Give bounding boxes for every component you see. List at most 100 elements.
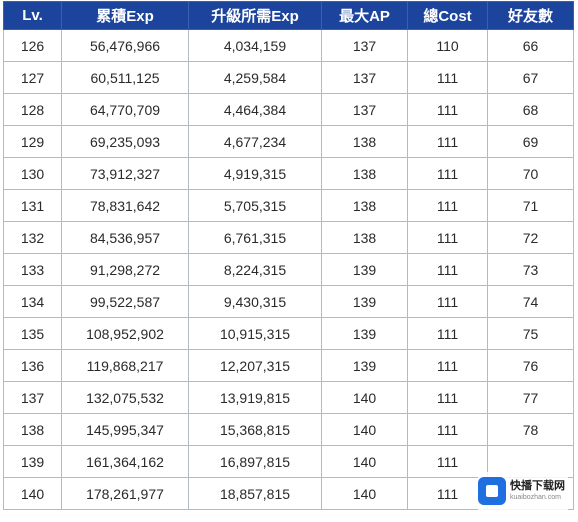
cell-total-cost: 111 — [407, 285, 488, 318]
header-total-exp: 累積Exp — [61, 1, 189, 30]
cell-total-exp: 119,868,217 — [61, 349, 189, 382]
cell-total-cost: 111 — [407, 189, 488, 222]
table-row: 135 108,952,902 10,915,315 139 111 75 — [3, 317, 574, 350]
cell-next-exp: 8,224,315 — [188, 253, 322, 286]
cell-friends: 66 — [487, 29, 574, 62]
cell-total-exp: 108,952,902 — [61, 317, 189, 350]
cell-friends: 73 — [487, 253, 574, 286]
cell-friends: 77 — [487, 381, 574, 414]
cell-total-exp: 64,770,709 — [61, 93, 189, 126]
cell-next-exp: 4,464,384 — [188, 93, 322, 126]
cell-max-ap: 137 — [321, 93, 408, 126]
header-total-cost: 總Cost — [407, 1, 488, 30]
header-friends: 好友數 — [487, 1, 574, 30]
table-row: 130 73,912,327 4,919,315 138 111 70 — [3, 157, 574, 190]
cell-level: 132 — [3, 221, 62, 254]
cell-max-ap: 138 — [321, 221, 408, 254]
cell-level: 136 — [3, 349, 62, 382]
cell-level: 138 — [3, 413, 62, 446]
cell-max-ap: 139 — [321, 285, 408, 318]
cell-level: 130 — [3, 157, 62, 190]
cell-level: 126 — [3, 29, 62, 62]
cell-level: 129 — [3, 125, 62, 158]
cell-max-ap: 139 — [321, 317, 408, 350]
cell-next-exp: 9,430,315 — [188, 285, 322, 318]
cell-total-exp: 145,995,347 — [61, 413, 189, 446]
cell-max-ap: 138 — [321, 125, 408, 158]
cell-max-ap: 140 — [321, 413, 408, 446]
cell-total-cost: 111 — [407, 221, 488, 254]
cell-total-cost: 111 — [407, 93, 488, 126]
cell-level: 140 — [3, 477, 62, 510]
watermark: 快播下载网 kuaibozhan.com — [478, 472, 568, 510]
cell-level: 134 — [3, 285, 62, 318]
watermark-subtitle: kuaibozhan.com — [510, 494, 561, 501]
cell-friends: 78 — [487, 413, 574, 446]
cell-max-ap: 138 — [321, 189, 408, 222]
cell-total-exp: 99,522,587 — [61, 285, 189, 318]
cell-total-cost: 111 — [407, 125, 488, 158]
cell-level: 133 — [3, 253, 62, 286]
cell-total-cost: 111 — [407, 253, 488, 286]
cell-friends: 68 — [487, 93, 574, 126]
cell-next-exp: 18,857,815 — [188, 477, 322, 510]
table-row: 133 91,298,272 8,224,315 139 111 73 — [3, 253, 574, 286]
cell-friends: 76 — [487, 349, 574, 382]
table-row: 134 99,522,587 9,430,315 139 111 74 — [3, 285, 574, 318]
header-max-ap: 最大AP — [321, 1, 408, 30]
cell-friends: 75 — [487, 317, 574, 350]
table-row: 129 69,235,093 4,677,234 138 111 69 — [3, 125, 574, 158]
table-header-row: Lv. 累積Exp 升級所需Exp 最大AP 總Cost 好友數 — [3, 1, 574, 30]
table-row: 131 78,831,642 5,705,315 138 111 71 — [3, 189, 574, 222]
cell-total-cost: 110 — [407, 29, 488, 62]
table-row: 139 161,364,162 16,897,815 140 111 — [3, 445, 574, 478]
watermark-title: 快播下载网 — [510, 480, 565, 492]
cell-max-ap: 139 — [321, 349, 408, 382]
cell-friends: 72 — [487, 221, 574, 254]
cell-level: 128 — [3, 93, 62, 126]
table-row: 138 145,995,347 15,368,815 140 111 78 — [3, 413, 574, 446]
cell-total-exp: 84,536,957 — [61, 221, 189, 254]
cell-total-exp: 161,364,162 — [61, 445, 189, 478]
cell-friends: 67 — [487, 61, 574, 94]
cell-level: 135 — [3, 317, 62, 350]
table-row: 128 64,770,709 4,464,384 137 111 68 — [3, 93, 574, 126]
cell-next-exp: 5,705,315 — [188, 189, 322, 222]
cell-friends: 70 — [487, 157, 574, 190]
cell-total-cost: 111 — [407, 477, 488, 510]
table-row: 136 119,868,217 12,207,315 139 111 76 — [3, 349, 574, 382]
cell-total-exp: 132,075,532 — [61, 381, 189, 414]
cell-total-cost: 111 — [407, 61, 488, 94]
cell-next-exp: 4,677,234 — [188, 125, 322, 158]
cell-total-cost: 111 — [407, 157, 488, 190]
cell-total-cost: 111 — [407, 381, 488, 414]
cell-max-ap: 137 — [321, 61, 408, 94]
cell-next-exp: 6,761,315 — [188, 221, 322, 254]
table-body: 126 56,476,966 4,034,159 137 110 66 127 60,511,… — [3, 29, 574, 510]
table-row: 127 60,511,125 4,259,584 137 111 67 — [3, 61, 574, 94]
table-row: 137 132,075,532 13,919,815 140 111 77 — [3, 381, 574, 414]
cell-max-ap: 140 — [321, 477, 408, 510]
cell-total-cost: 111 — [407, 349, 488, 382]
cell-total-exp: 56,476,966 — [61, 29, 189, 62]
cell-friends: 71 — [487, 189, 574, 222]
cell-next-exp: 16,897,815 — [188, 445, 322, 478]
watermark-logo-icon — [478, 477, 506, 505]
cell-level: 131 — [3, 189, 62, 222]
cell-next-exp: 4,034,159 — [188, 29, 322, 62]
cell-next-exp: 12,207,315 — [188, 349, 322, 382]
level-exp-table: Lv. 累積Exp 升級所需Exp 最大AP 總Cost 好友數 126 56,4… — [3, 1, 574, 510]
cell-total-exp: 69,235,093 — [61, 125, 189, 158]
table-row: 126 56,476,966 4,034,159 137 110 66 — [3, 29, 574, 62]
cell-level: 139 — [3, 445, 62, 478]
cell-total-cost: 111 — [407, 413, 488, 446]
cell-friends: 74 — [487, 285, 574, 318]
cell-next-exp: 10,915,315 — [188, 317, 322, 350]
cell-total-exp: 91,298,272 — [61, 253, 189, 286]
cell-total-exp: 178,261,977 — [61, 477, 189, 510]
cell-next-exp: 13,919,815 — [188, 381, 322, 414]
cell-total-exp: 73,912,327 — [61, 157, 189, 190]
cell-level: 127 — [3, 61, 62, 94]
cell-total-exp: 60,511,125 — [61, 61, 189, 94]
header-level: Lv. — [3, 1, 62, 30]
